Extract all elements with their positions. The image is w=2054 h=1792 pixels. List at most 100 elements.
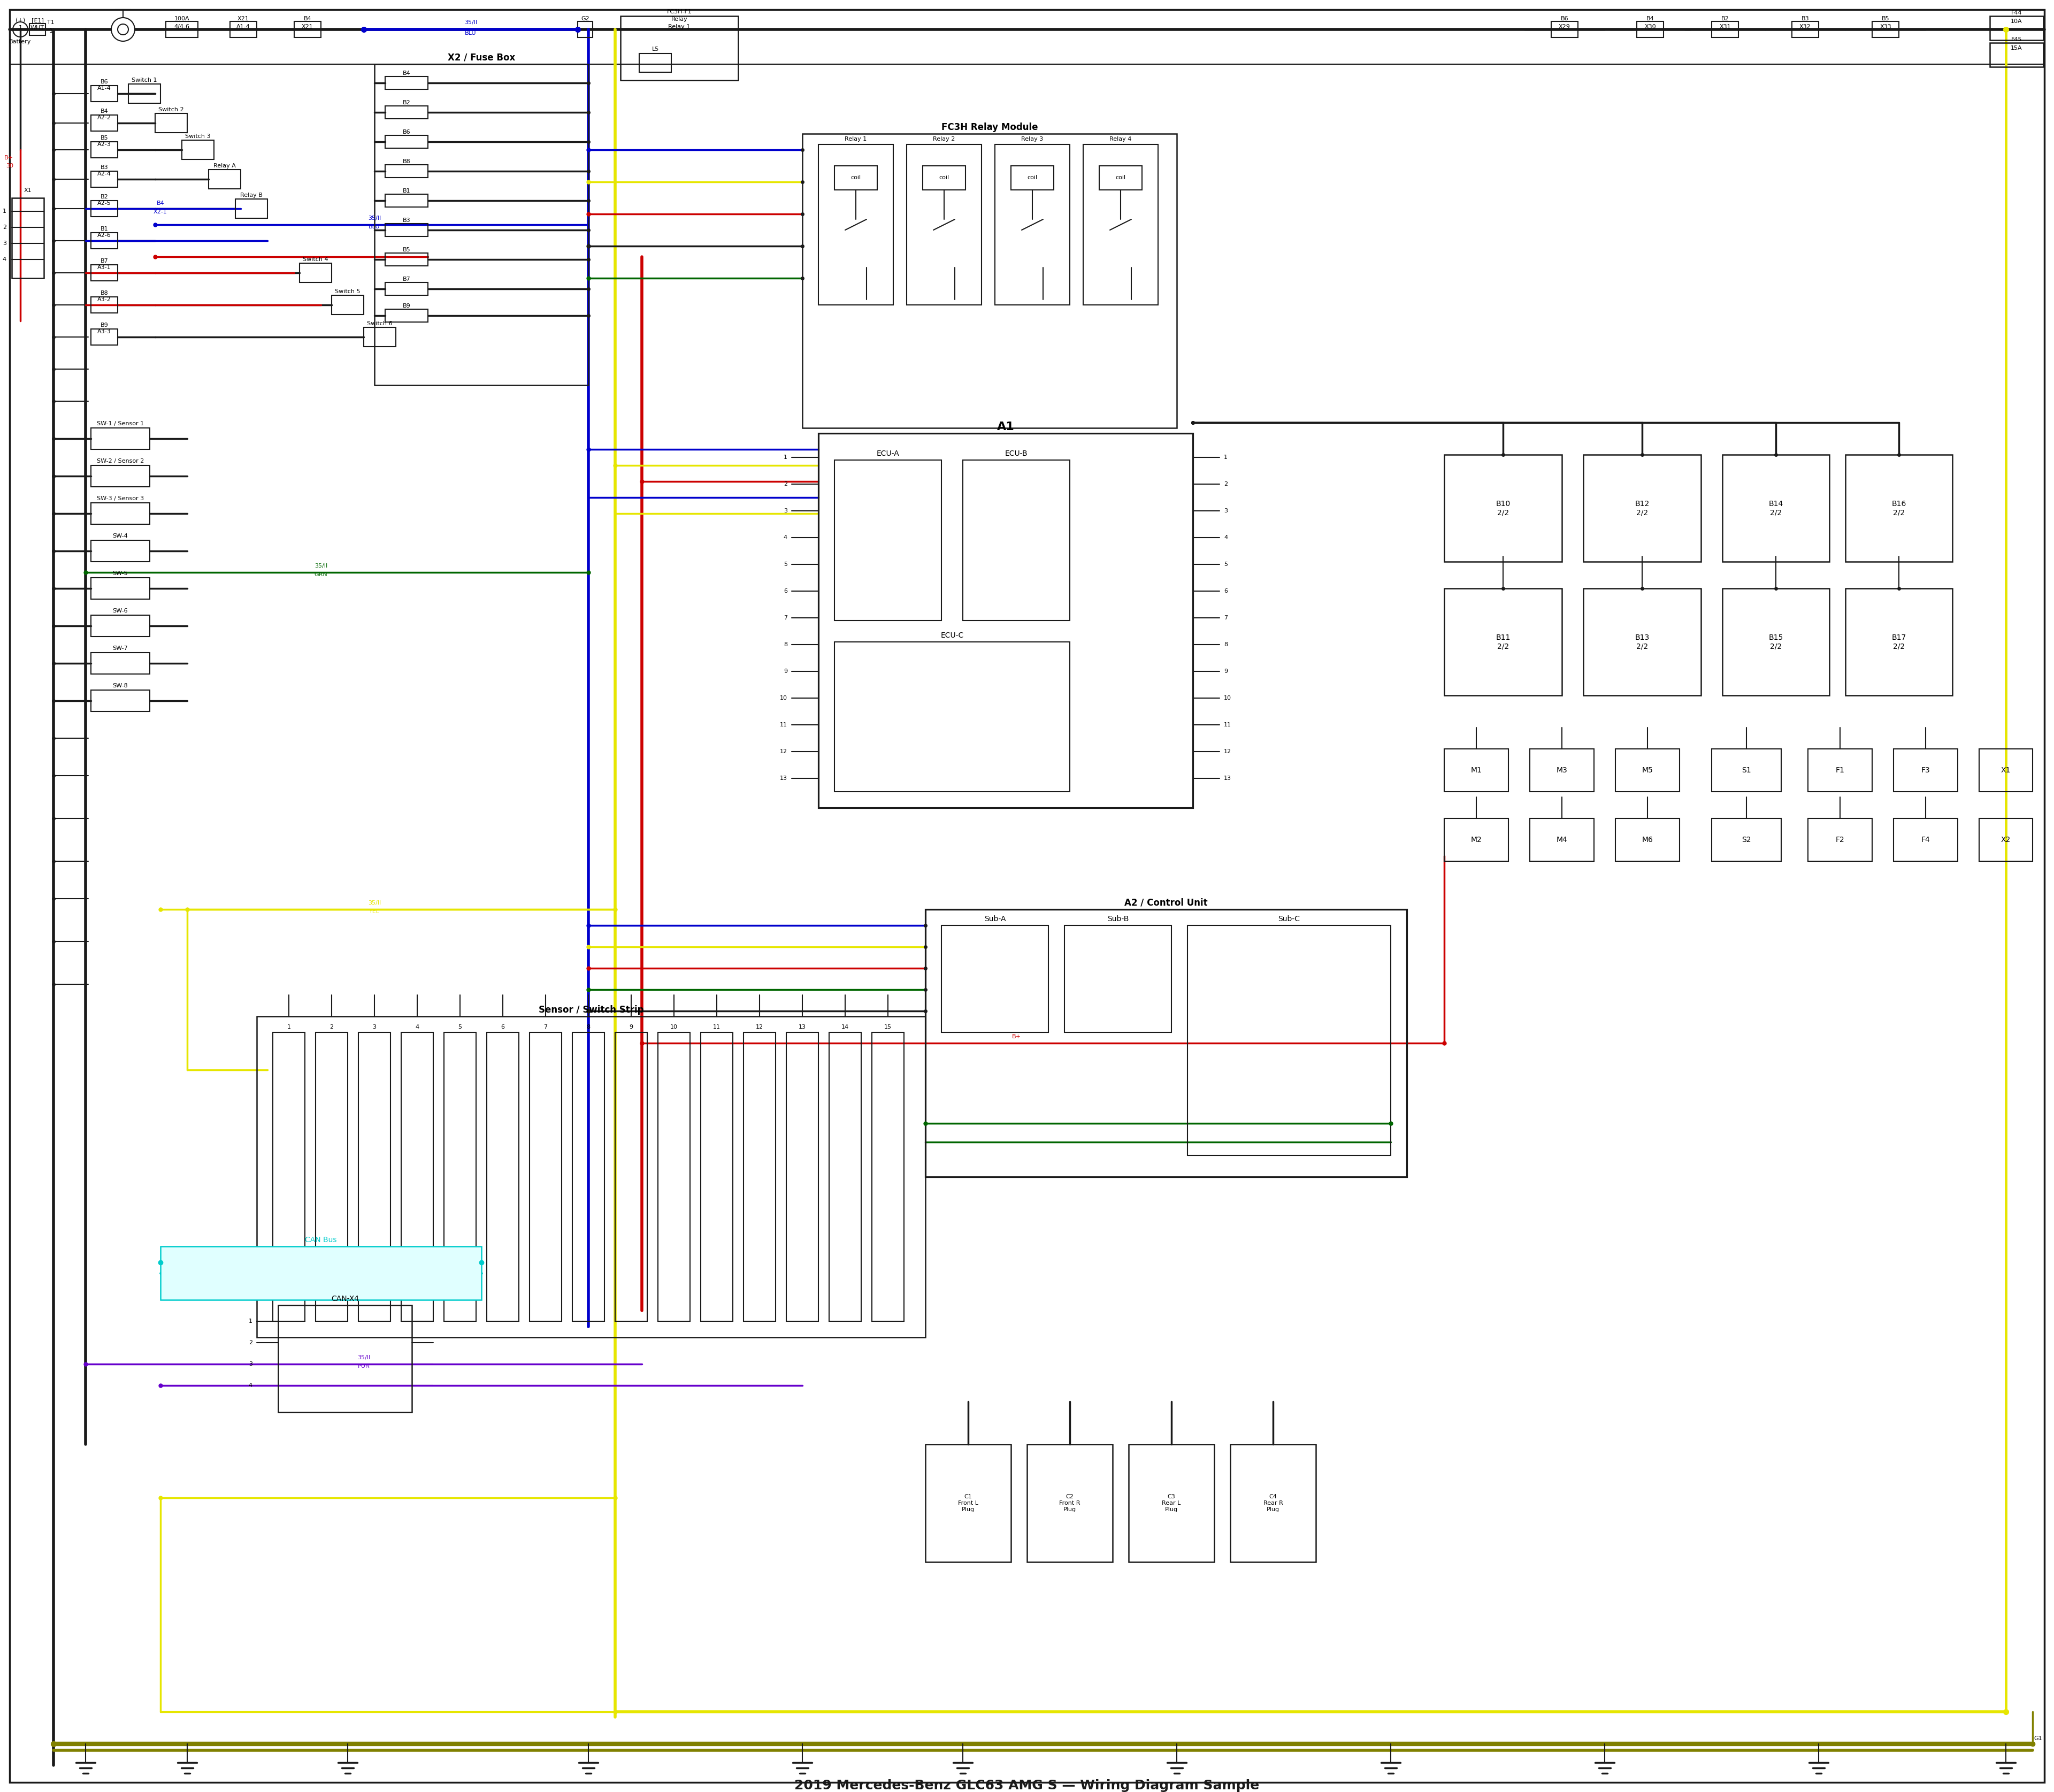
Bar (1082, 145, 1158, 305)
Bar (364, 328, 396, 346)
Text: BLU: BLU (464, 30, 477, 36)
Text: B5: B5 (1881, 16, 1890, 22)
Bar (401, 1032, 433, 1321)
Text: Relay A: Relay A (214, 163, 236, 168)
Text: Sub-B: Sub-B (1107, 916, 1130, 923)
Text: X21: X21 (238, 16, 249, 22)
Text: M2: M2 (1471, 837, 1481, 844)
Bar (1614, 819, 1680, 862)
Bar (1711, 819, 1781, 862)
Bar (386, 106, 427, 118)
Bar (1808, 819, 1871, 862)
Bar (926, 1444, 1011, 1563)
Text: SW-8: SW-8 (113, 683, 127, 688)
Text: 2: 2 (2, 224, 6, 229)
Bar (834, 167, 877, 190)
Text: CAN Bus: CAN Bus (306, 1236, 337, 1244)
Bar (1791, 22, 1818, 38)
Text: B7: B7 (101, 258, 109, 263)
Text: B2: B2 (403, 100, 411, 106)
Bar (257, 1016, 926, 1337)
Text: Relay 4: Relay 4 (1109, 136, 1132, 142)
Text: 6: 6 (785, 588, 787, 593)
Text: 2: 2 (783, 482, 787, 487)
Text: 4/4-6: 4/4-6 (175, 23, 189, 29)
Text: 10: 10 (781, 695, 787, 701)
Text: M5: M5 (1641, 767, 1653, 774)
Text: B4: B4 (156, 201, 164, 206)
Bar (994, 145, 1070, 305)
Bar (1530, 749, 1594, 792)
Text: 2: 2 (331, 1025, 333, 1030)
Text: A2-4: A2-4 (97, 172, 111, 177)
Text: B4: B4 (403, 70, 411, 75)
Bar (941, 925, 1048, 1032)
Text: Switch 1: Switch 1 (131, 77, 156, 82)
Bar (1980, 819, 2033, 862)
Text: 100A: 100A (175, 16, 189, 22)
Text: F45: F45 (2011, 38, 2021, 43)
Text: 4: 4 (2, 256, 6, 262)
Bar (29, 23, 45, 36)
Text: A2-3: A2-3 (97, 142, 111, 147)
Bar (90, 615, 150, 636)
Text: Sensor / Switch Strip: Sensor / Switch Strip (538, 1005, 643, 1014)
Bar (386, 77, 427, 90)
Bar (156, 113, 187, 133)
Bar (444, 1032, 477, 1321)
Bar (90, 466, 150, 487)
Bar (90, 428, 150, 450)
Text: ECU-C: ECU-C (941, 633, 963, 640)
Text: 1: 1 (18, 25, 23, 30)
Text: B17
2/2: B17 2/2 (1892, 634, 1906, 650)
Bar (1187, 925, 1391, 1156)
Text: C3
Rear L
Plug: C3 Rear L Plug (1163, 1495, 1181, 1512)
Text: A3-3: A3-3 (97, 330, 111, 335)
Text: 15: 15 (883, 1025, 891, 1030)
Text: B6: B6 (1561, 16, 1569, 22)
Bar (90, 172, 117, 186)
Bar (386, 224, 427, 237)
Text: B5: B5 (403, 247, 411, 253)
Bar (830, 1032, 861, 1321)
Text: X30: X30 (1645, 23, 1656, 29)
Bar (1894, 819, 1957, 862)
Bar (577, 22, 594, 38)
Bar (386, 283, 427, 296)
Text: SW-4: SW-4 (113, 534, 127, 539)
Text: F3: F3 (1920, 767, 1931, 774)
Circle shape (111, 18, 136, 41)
Text: X21: X21 (302, 23, 314, 29)
Text: 13: 13 (799, 1025, 805, 1030)
Text: A3-1: A3-1 (97, 265, 111, 271)
Bar (127, 84, 160, 104)
Text: A3-2: A3-2 (97, 297, 111, 303)
Text: C1
Front L
Plug: C1 Front L Plug (957, 1495, 978, 1512)
Bar (1584, 588, 1701, 695)
Bar (374, 65, 587, 385)
Bar (90, 504, 150, 525)
Text: B9: B9 (403, 303, 411, 308)
Text: B10
2/2: B10 2/2 (1495, 500, 1510, 516)
Text: M6: M6 (1641, 837, 1653, 844)
Text: SW-2 / Sensor 2: SW-2 / Sensor 2 (97, 459, 144, 464)
Text: M1: M1 (1471, 767, 1481, 774)
Bar (700, 1032, 733, 1321)
Text: 14: 14 (842, 1025, 848, 1030)
Text: X1: X1 (2001, 767, 2011, 774)
Text: 4: 4 (415, 1025, 419, 1030)
Bar (386, 310, 427, 323)
Text: B4: B4 (1645, 16, 1653, 22)
Text: B9: B9 (101, 323, 109, 328)
Text: 9: 9 (1224, 668, 1228, 674)
Text: 8: 8 (1224, 642, 1228, 647)
Circle shape (117, 23, 127, 34)
Text: 2: 2 (1224, 482, 1228, 487)
Text: X2 / Fuse Box: X2 / Fuse Box (448, 54, 516, 63)
Bar (787, 1032, 817, 1321)
Text: 3: 3 (1224, 509, 1228, 514)
Text: A2 / Control Unit: A2 / Control Unit (1124, 898, 1208, 909)
Text: Relay 3: Relay 3 (1021, 136, 1043, 142)
Text: M3: M3 (1557, 767, 1567, 774)
Bar (236, 199, 267, 219)
